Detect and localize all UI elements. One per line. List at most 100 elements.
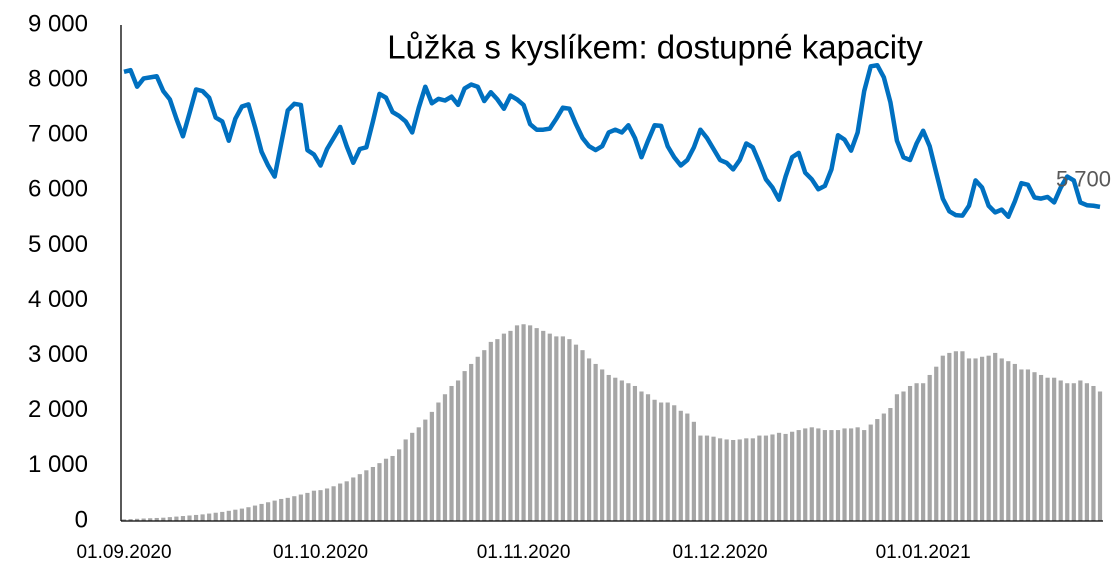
bar (455, 380, 461, 521)
bar (180, 516, 186, 521)
bar (776, 432, 782, 521)
bar (888, 408, 893, 521)
bar (482, 350, 487, 521)
bar (1052, 377, 1057, 521)
bar (986, 355, 991, 521)
bar (934, 366, 939, 521)
bar (174, 516, 179, 521)
bar (639, 391, 644, 521)
bar (855, 427, 860, 521)
bar (816, 428, 821, 521)
bar (541, 330, 546, 521)
bar (835, 430, 841, 521)
bar (121, 519, 127, 521)
bar (1032, 372, 1037, 521)
bar (252, 505, 258, 521)
bar (318, 490, 323, 521)
bar (606, 374, 611, 521)
bar (711, 436, 716, 521)
bar (213, 512, 218, 521)
bar (914, 383, 919, 521)
bar (731, 439, 736, 521)
bar (298, 494, 303, 521)
bar (351, 477, 356, 521)
bar (717, 438, 723, 521)
bar (292, 496, 297, 521)
y-tick-label: 8 000 (28, 65, 88, 92)
bar (868, 424, 873, 521)
line (123, 62, 1101, 220)
bar (783, 433, 788, 521)
bar (973, 358, 978, 521)
bar (135, 518, 140, 521)
bar (678, 410, 683, 521)
bar (862, 430, 867, 521)
bar (436, 402, 441, 521)
bar (586, 358, 592, 521)
x-tick-label: 01.12.2020 (673, 542, 768, 563)
bar (547, 333, 552, 521)
bar (940, 355, 945, 521)
bar (770, 434, 775, 521)
y-tick-label: 6 000 (28, 176, 88, 203)
bar (842, 428, 847, 521)
bar (619, 380, 624, 521)
bar (737, 439, 742, 521)
bar (645, 394, 651, 521)
bar (344, 481, 349, 521)
bar (148, 518, 153, 521)
bar (901, 391, 906, 521)
bar (1097, 391, 1103, 521)
bar (947, 352, 952, 521)
bar (1045, 377, 1050, 521)
bar (324, 488, 330, 521)
bar (161, 517, 166, 521)
bar (567, 339, 572, 521)
bar (200, 514, 205, 521)
bar (665, 402, 670, 521)
bar (403, 439, 408, 521)
bar (233, 509, 238, 521)
bar (370, 466, 376, 521)
bar (534, 328, 539, 521)
bar (894, 394, 900, 521)
bar (521, 324, 526, 521)
bar (632, 385, 638, 521)
bar (763, 435, 769, 521)
bar (907, 385, 913, 521)
bar (462, 371, 467, 521)
bar (429, 411, 434, 521)
bar (698, 435, 703, 521)
bar (259, 503, 264, 521)
bar (659, 402, 664, 521)
bar (822, 430, 827, 521)
y-tick-label: 0 (75, 506, 88, 533)
bar (881, 413, 886, 521)
bar (187, 515, 192, 521)
bar (1019, 369, 1024, 521)
bar (397, 449, 402, 521)
bar (1084, 383, 1089, 521)
bar (475, 356, 480, 521)
bar (744, 438, 749, 521)
bar (141, 518, 146, 521)
bar (442, 394, 448, 521)
y-tick-label: 2 000 (28, 396, 88, 423)
bar (613, 377, 618, 521)
bar (757, 435, 762, 521)
bar (750, 438, 755, 521)
bar (796, 430, 801, 521)
y-tick-label: 9 000 (28, 10, 88, 37)
bar (469, 363, 474, 521)
bar (960, 351, 965, 521)
bar (953, 351, 958, 521)
y-tick-label: 4 000 (28, 286, 88, 313)
y-tick-label: 3 000 (28, 341, 88, 368)
bar (514, 325, 520, 521)
bar (790, 431, 795, 521)
bar (554, 336, 559, 521)
bar (246, 507, 251, 521)
bar (272, 500, 277, 521)
